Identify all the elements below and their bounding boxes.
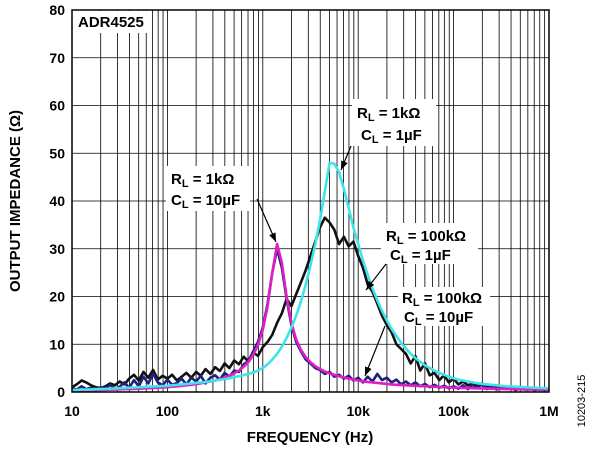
x-tick-label: 1M — [539, 403, 558, 419]
annotation-value: = 10µF — [422, 309, 474, 326]
annotation-arrow — [256, 198, 277, 243]
annotation-symbol: R — [171, 171, 182, 188]
annotation-subscript: L — [415, 316, 422, 328]
annotation-subscript: L — [182, 199, 189, 211]
annotation-load-resistance: RL = 100kΩ — [402, 290, 482, 309]
annotation-load-resistance: RL = 100kΩ — [386, 228, 466, 247]
x-tick-labels: 10 100 1k 10k 100k 1M — [64, 403, 559, 419]
annotation-load-capacitance: CL = 10µF — [171, 192, 240, 211]
x-tick-label: 10 — [64, 403, 80, 419]
x-tick-label: 100 — [156, 403, 180, 419]
title-background — [73, 11, 150, 33]
y-tick-label: 30 — [49, 241, 65, 257]
annotation-value: = 1kΩ — [375, 105, 421, 122]
annotation-arrow — [364, 325, 386, 377]
annotation-value: = 100kΩ — [404, 228, 467, 245]
annotation-load-capacitance: CL = 10µF — [404, 309, 473, 328]
x-tick-label: 10k — [347, 403, 371, 419]
series-line-rl-1k-cl-10uf — [72, 242, 549, 392]
annotation-subscript: L — [401, 254, 408, 266]
annotation-arrow — [365, 263, 387, 291]
title-box: ADR4525 — [73, 11, 150, 33]
y-tick-label: 40 — [49, 193, 65, 209]
annotation-value: = 100kΩ — [420, 290, 483, 307]
y-tick-labels: 0 10 20 30 40 50 60 70 80 — [49, 2, 65, 400]
annotation-subscript: L — [397, 235, 404, 247]
annotation-background — [398, 287, 490, 326]
annotation-load-resistance: RL = 1kΩ — [171, 171, 234, 190]
annotation-symbol: C — [404, 309, 415, 326]
y-tick-label: 80 — [49, 2, 65, 18]
x-tick-label: 100k — [438, 403, 469, 419]
annotation-symbol: R — [386, 228, 397, 245]
y-tick-label: 20 — [49, 289, 65, 305]
annotation-value: = 10µF — [189, 192, 241, 209]
annotation-load-capacitance: CL = 1µF — [390, 247, 451, 266]
figure-id: 10203-215 — [576, 375, 588, 428]
annotation-arrow — [340, 145, 352, 171]
annotation-symbol: C — [390, 247, 401, 264]
series-annotation: RL = 1kΩ CL = 10µF — [166, 166, 277, 243]
annotation-value: = 1kΩ — [189, 171, 235, 188]
annotation-symbol: C — [171, 192, 182, 209]
chart-title: ADR4525 — [78, 14, 144, 31]
plot-frame — [71, 9, 550, 393]
annotation-symbol: C — [361, 127, 372, 144]
annotation-load-capacitance: CL = 1µF — [361, 127, 422, 146]
x-tick-label: 1k — [255, 403, 271, 419]
series-lines — [72, 161, 549, 392]
annotation-background — [166, 166, 250, 211]
y-tick-label: 10 — [49, 336, 65, 352]
series-line-rl-100k-cl-1uf — [72, 216, 549, 391]
annotation-symbol: R — [402, 290, 413, 307]
y-tick-label: 0 — [57, 384, 65, 400]
annotation-symbol: R — [357, 105, 368, 122]
annotation-subscript: L — [413, 297, 420, 309]
y-tick-label: 70 — [49, 50, 65, 66]
annotation-background — [352, 99, 436, 146]
annotation-background — [381, 223, 478, 264]
x-axis-label: FREQUENCY (Hz) — [247, 429, 373, 446]
annotation-load-resistance: RL = 1kΩ — [357, 105, 420, 124]
annotation-subscript: L — [372, 134, 379, 146]
annotation-subscript: L — [368, 112, 375, 124]
annotation-value: = 1µF — [408, 247, 451, 264]
y-tick-label: 50 — [49, 145, 65, 161]
series-line-rl-1k-cl-1uf — [72, 161, 549, 392]
y-axis-label: OUTPUT IMPEDANCE (Ω) — [7, 110, 24, 292]
annotation-subscript: L — [182, 178, 189, 190]
annotation-value: = 1µF — [379, 127, 422, 144]
y-tick-label: 60 — [49, 98, 65, 114]
